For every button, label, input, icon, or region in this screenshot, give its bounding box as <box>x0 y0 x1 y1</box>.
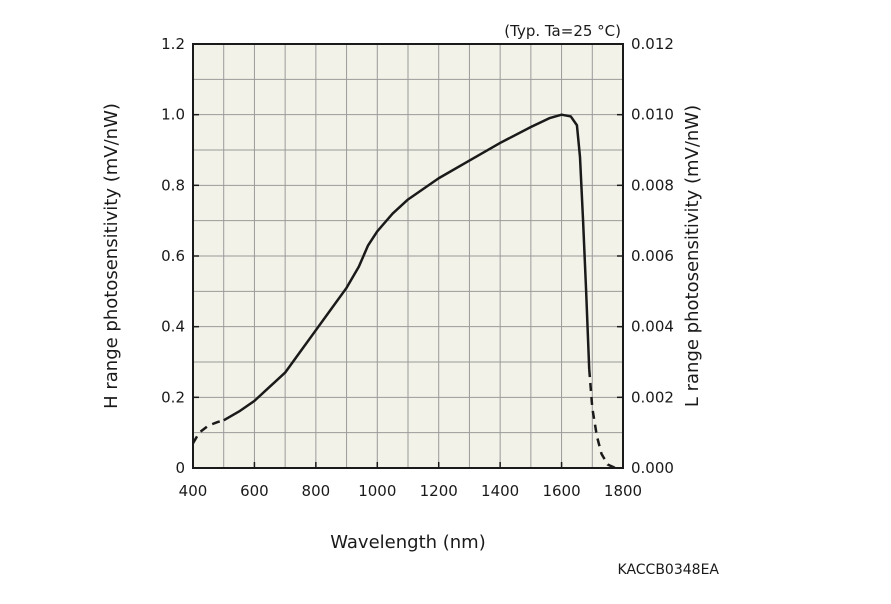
y-left-tick-label: 0 <box>175 459 185 477</box>
y-axis-right-title: L range photosensitivity (mV/nW) <box>682 105 703 407</box>
x-tick-label: 1000 <box>358 482 396 500</box>
y-left-tick-label: 0.2 <box>161 388 185 406</box>
x-axis-title: Wavelength (nm) <box>330 532 486 553</box>
y-right-tick-label: 0.004 <box>631 318 674 336</box>
y-right-tick-label: 0.012 <box>631 35 674 53</box>
figure-code: KACCB0348EA <box>618 562 720 578</box>
ticks <box>192 43 624 469</box>
y-left-tick-label: 0.4 <box>161 318 185 336</box>
y-left-tick-label: 1.0 <box>161 106 185 124</box>
y-right-tick-label: 0.002 <box>631 388 674 406</box>
series-line-dashed-0 <box>191 419 225 444</box>
y-left-tick-label: 0.8 <box>161 176 185 194</box>
x-tick-label: 1400 <box>481 482 519 500</box>
x-tick-label: 800 <box>302 482 331 500</box>
x-tick-label: 400 <box>179 482 208 500</box>
x-tick-label: 1800 <box>604 482 642 500</box>
x-tick-label: 1200 <box>420 482 458 500</box>
x-tick-label: 1600 <box>542 482 580 500</box>
y-left-tick-label: 0.6 <box>161 247 185 265</box>
condition-note: (Typ. Ta=25 °C) <box>504 22 621 40</box>
y-axis-left-title: H range photosensitivity (mV/nW) <box>101 103 122 409</box>
y-right-tick-label: 0.006 <box>631 247 674 265</box>
y-right-tick-label: 0.008 <box>631 176 674 194</box>
grid <box>193 44 623 468</box>
x-tick-label: 600 <box>240 482 269 500</box>
series-line-solid-1 <box>223 113 591 422</box>
y-left-tick-label: 1.2 <box>161 35 185 53</box>
series-group <box>191 113 616 470</box>
series-line-dashed-2 <box>587 368 616 470</box>
y-right-tick-label: 0.000 <box>631 459 674 477</box>
y-right-tick-label: 0.010 <box>631 106 674 124</box>
tick-labels: 400 600 800 1000 1200 1400 1600 1800 0 0.2 0.4 0.6 0… <box>161 35 674 500</box>
